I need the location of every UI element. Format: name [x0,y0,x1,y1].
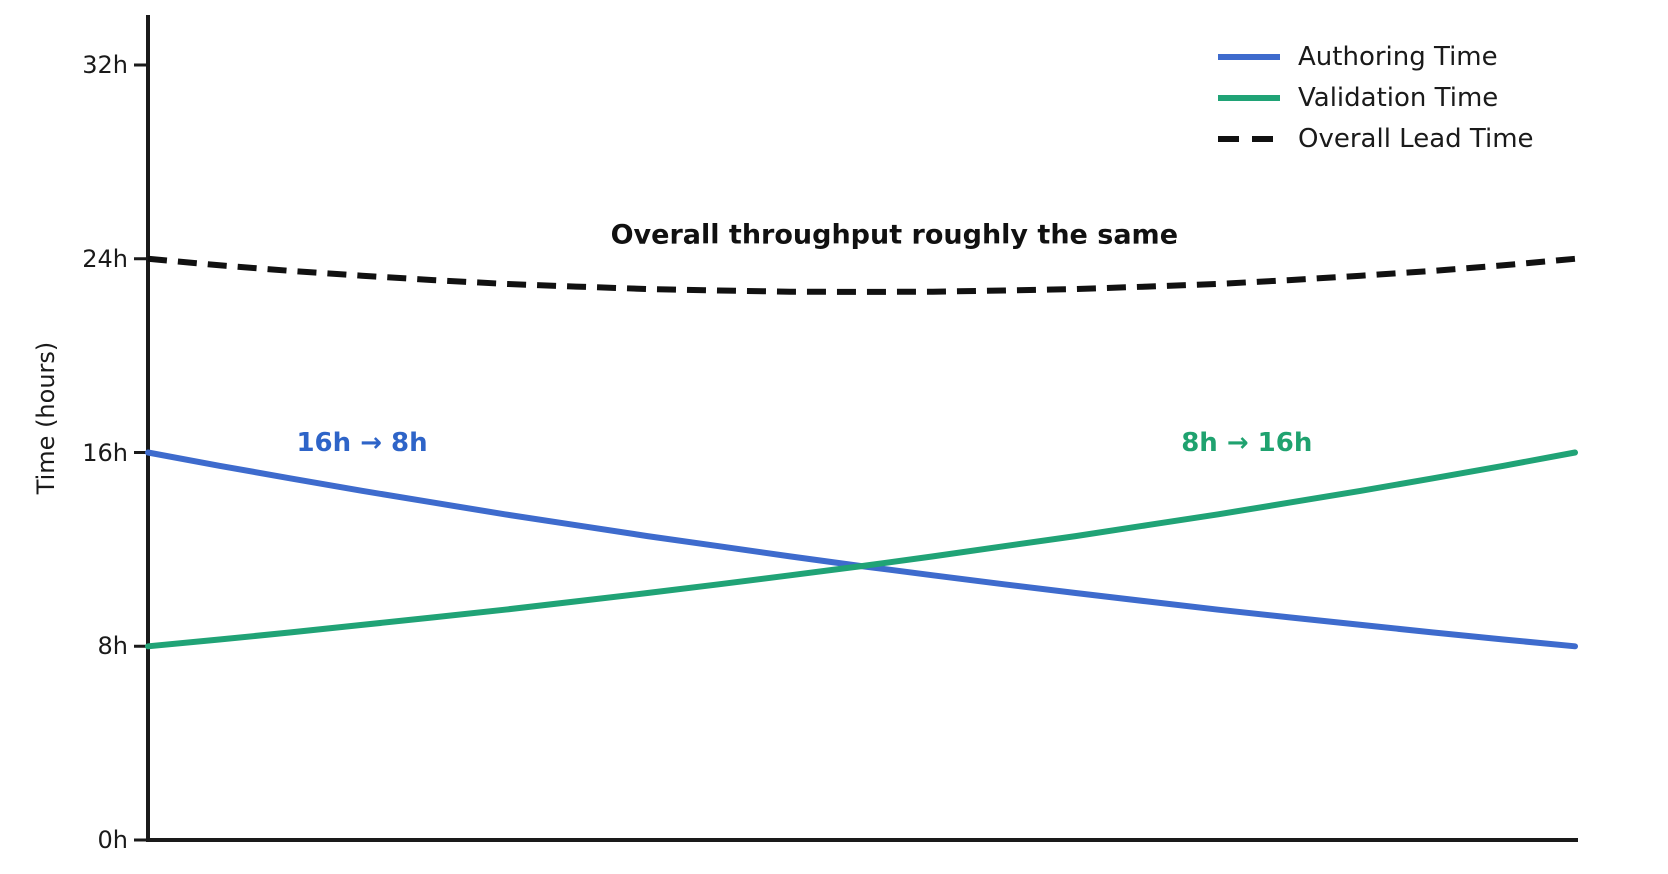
y-tick-label: 16h [82,438,128,467]
series-line-validation-time [145,449,1578,650]
legend-item-authoring-time: Authoring Time [1218,36,1534,77]
annotation-16h-8h: 16h → 8h [296,427,428,458]
legend-swatch-overall-lead-time [1218,135,1280,142]
series-line-authoring-time [145,449,1578,650]
legend-label: Authoring Time [1298,41,1498,72]
series-lines [145,255,1578,650]
legend: Authoring Time Validation Time Overall Lea… [1218,36,1534,159]
series-line-overall-lead-time [147,255,1576,295]
y-tick-label: 0h [97,826,128,854]
y-tick-label: 32h [82,51,128,79]
legend-label: Validation Time [1298,82,1499,113]
y-axis-ticks [134,63,148,842]
legend-item-overall-lead-time: Overall Lead Time [1218,118,1534,159]
legend-item-validation-time: Validation Time [1218,77,1534,118]
annotation-8h-16h: 8h → 16h [1181,427,1313,458]
y-tick-label: 8h [97,632,128,661]
y-axis-label: Time (hours) [32,341,60,495]
legend-swatch-validation-time [1218,94,1280,101]
legend-label: Overall Lead Time [1298,123,1534,154]
annotation-overall-throughput-roughly-the-same: Overall throughput roughly the same [610,219,1179,251]
legend-swatch-authoring-time [1218,53,1280,60]
y-tick-label: 24h [82,244,128,273]
